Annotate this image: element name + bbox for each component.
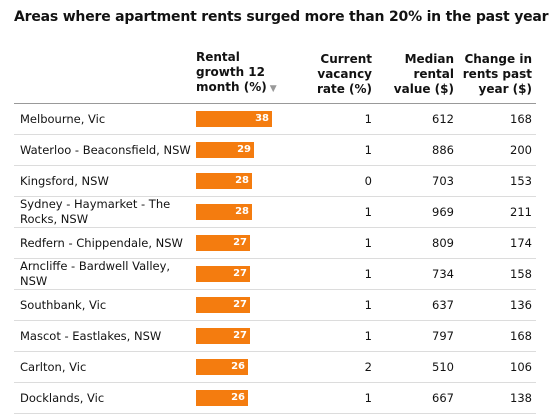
rental-growth-cell: 27 xyxy=(196,289,288,321)
median-rent-value: 969 xyxy=(376,196,458,228)
rent-table: Rental growth 12 month (%) ▼ Current vaca… xyxy=(14,50,536,414)
chart-title: Areas where apartment rents surged more … xyxy=(14,9,549,25)
median-rent-value: 703 xyxy=(376,165,458,197)
median-rent-value: 886 xyxy=(376,134,458,166)
table-header-row: Rental growth 12 month (%) ▼ Current vaca… xyxy=(14,50,536,104)
rental-growth-cell: 27 xyxy=(196,320,288,352)
table-row: Southbank, Vic 27 1 637 136 xyxy=(14,289,536,321)
rent-change-value: 211 xyxy=(458,196,536,228)
table-body: Melbourne, Vic 38 1 612 168 Waterloo - Beacon… xyxy=(14,103,536,414)
vacancy-rate-value: 1 xyxy=(288,103,376,135)
rental-growth-bar: 26 xyxy=(196,390,248,406)
median-rent-value: 797 xyxy=(376,320,458,352)
rental-growth-bar: 27 xyxy=(196,297,250,313)
median-rent-value: 637 xyxy=(376,289,458,321)
rent-change-value: 174 xyxy=(458,227,536,259)
table-row: Kingsford, NSW 28 0 703 153 xyxy=(14,165,536,197)
rental-growth-bar: 27 xyxy=(196,266,250,282)
rent-change-value: 168 xyxy=(458,103,536,135)
rental-growth-cell: 27 xyxy=(196,258,288,290)
header-rental-growth[interactable]: Rental growth 12 month (%) ▼ xyxy=(196,50,288,104)
header-median-rent[interactable]: Median rental value ($) xyxy=(376,50,458,104)
vacancy-rate-value: 1 xyxy=(288,320,376,352)
area-name: Southbank, Vic xyxy=(14,289,196,321)
area-name: Docklands, Vic xyxy=(14,382,196,414)
rent-change-value: 138 xyxy=(458,382,536,414)
header-vacancy-rate[interactable]: Current vacancy rate (%) xyxy=(288,50,376,104)
area-name: Mascot - Eastlakes, NSW xyxy=(14,320,196,352)
table-row: Docklands, Vic 26 1 667 138 xyxy=(14,382,536,414)
rental-growth-cell: 29 xyxy=(196,134,288,166)
rental-growth-cell: 26 xyxy=(196,351,288,383)
area-name: Carlton, Vic xyxy=(14,351,196,383)
area-name: Redfern - Chippendale, NSW xyxy=(14,227,196,259)
rental-growth-cell: 28 xyxy=(196,196,288,228)
rental-growth-cell: 26 xyxy=(196,382,288,414)
sort-descending-icon[interactable]: ▼ xyxy=(269,84,277,94)
rental-growth-bar: 28 xyxy=(196,204,252,220)
area-name: Melbourne, Vic xyxy=(14,103,196,135)
median-rent-value: 667 xyxy=(376,382,458,414)
table-row: Waterloo - Beaconsfield, NSW 29 1 886 200 xyxy=(14,134,536,166)
table-row: Arncliffe - Bardwell Valley, NSW 27 1 734 15… xyxy=(14,258,536,290)
rental-growth-cell: 38 xyxy=(196,103,288,135)
vacancy-rate-value: 0 xyxy=(288,165,376,197)
table-row: Carlton, Vic 26 2 510 106 xyxy=(14,351,536,383)
rent-change-value: 136 xyxy=(458,289,536,321)
area-name: Kingsford, NSW xyxy=(14,165,196,197)
rent-change-value: 200 xyxy=(458,134,536,166)
vacancy-rate-value: 1 xyxy=(288,227,376,259)
rent-change-value: 168 xyxy=(458,320,536,352)
area-name: Waterloo - Beaconsfield, NSW xyxy=(14,134,196,166)
header-rental-growth-label: Rental growth 12 month (%) xyxy=(196,50,267,94)
vacancy-rate-value: 1 xyxy=(288,196,376,228)
rent-change-value: 106 xyxy=(458,351,536,383)
median-rent-value: 809 xyxy=(376,227,458,259)
median-rent-value: 612 xyxy=(376,103,458,135)
rental-growth-bar: 26 xyxy=(196,359,248,375)
header-rent-change[interactable]: Change in rents past year ($) xyxy=(458,50,536,104)
header-area xyxy=(14,50,196,104)
vacancy-rate-value: 1 xyxy=(288,258,376,290)
vacancy-rate-value: 1 xyxy=(288,134,376,166)
rental-growth-bar: 29 xyxy=(196,142,254,158)
rental-growth-cell: 28 xyxy=(196,165,288,197)
rental-growth-bar: 27 xyxy=(196,328,250,344)
area-name: Arncliffe - Bardwell Valley, NSW xyxy=(14,258,196,290)
table-row: Melbourne, Vic 38 1 612 168 xyxy=(14,103,536,135)
median-rent-value: 510 xyxy=(376,351,458,383)
table-row: Mascot - Eastlakes, NSW 27 1 797 168 xyxy=(14,320,536,352)
rental-growth-bar: 28 xyxy=(196,173,252,189)
rental-growth-bar: 38 xyxy=(196,111,272,127)
vacancy-rate-value: 2 xyxy=(288,351,376,383)
rental-growth-cell: 27 xyxy=(196,227,288,259)
area-name: Sydney - Haymarket - The Rocks, NSW xyxy=(14,196,196,228)
vacancy-rate-value: 1 xyxy=(288,289,376,321)
median-rent-value: 734 xyxy=(376,258,458,290)
table-row: Redfern - Chippendale, NSW 27 1 809 174 xyxy=(14,227,536,259)
rental-growth-bar: 27 xyxy=(196,235,250,251)
rent-change-value: 153 xyxy=(458,165,536,197)
vacancy-rate-value: 1 xyxy=(288,382,376,414)
table-row: Sydney - Haymarket - The Rocks, NSW 28 1 96… xyxy=(14,196,536,228)
rent-change-value: 158 xyxy=(458,258,536,290)
